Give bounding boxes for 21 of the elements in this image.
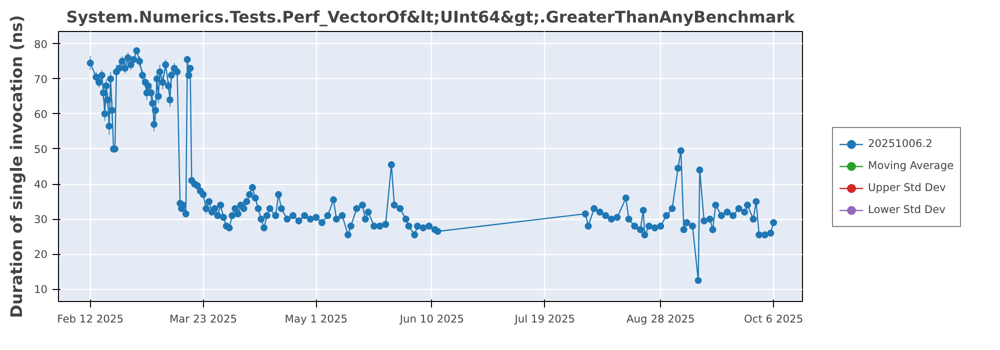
y-tick-label: 10 bbox=[34, 283, 48, 296]
x-tick-label: Jun 10 2025 bbox=[398, 312, 464, 326]
y-tick-label: 40 bbox=[34, 178, 48, 192]
y-tick-label: 80 bbox=[34, 38, 48, 51]
y-tick-label: 70 bbox=[34, 72, 48, 86]
legend-label: Upper Std Dev bbox=[868, 180, 946, 194]
x-tick-label: Aug 28 2025 bbox=[626, 312, 695, 326]
y-tick-label: 60 bbox=[34, 108, 48, 121]
y-tick-label: 30 bbox=[34, 213, 48, 226]
y-tick-label: 50 bbox=[34, 142, 48, 156]
x-tick-label: Jul 19 2025 bbox=[514, 312, 576, 326]
legend-label: Moving Average bbox=[868, 158, 954, 172]
x-tick-label: Mar 23 2025 bbox=[169, 312, 238, 326]
x-tick-label: May 1 2025 bbox=[284, 312, 348, 326]
chart-title: System.Numerics.Tests.Perf_VectorOf&lt;UInt64&gt;.GreaterThanAnyBenchmark bbox=[66, 8, 796, 26]
y-tick-label: 20 bbox=[34, 248, 48, 262]
x-tick-label: Oct 6 2025 bbox=[744, 312, 804, 326]
y-axis-title: Duration of single invocation (ns) bbox=[6, 15, 26, 318]
legend-label: 20251006.2 bbox=[868, 136, 932, 150]
x-tick-label: Feb 12 2025 bbox=[57, 312, 124, 326]
legend-label: Lower Std Dev bbox=[868, 202, 946, 216]
